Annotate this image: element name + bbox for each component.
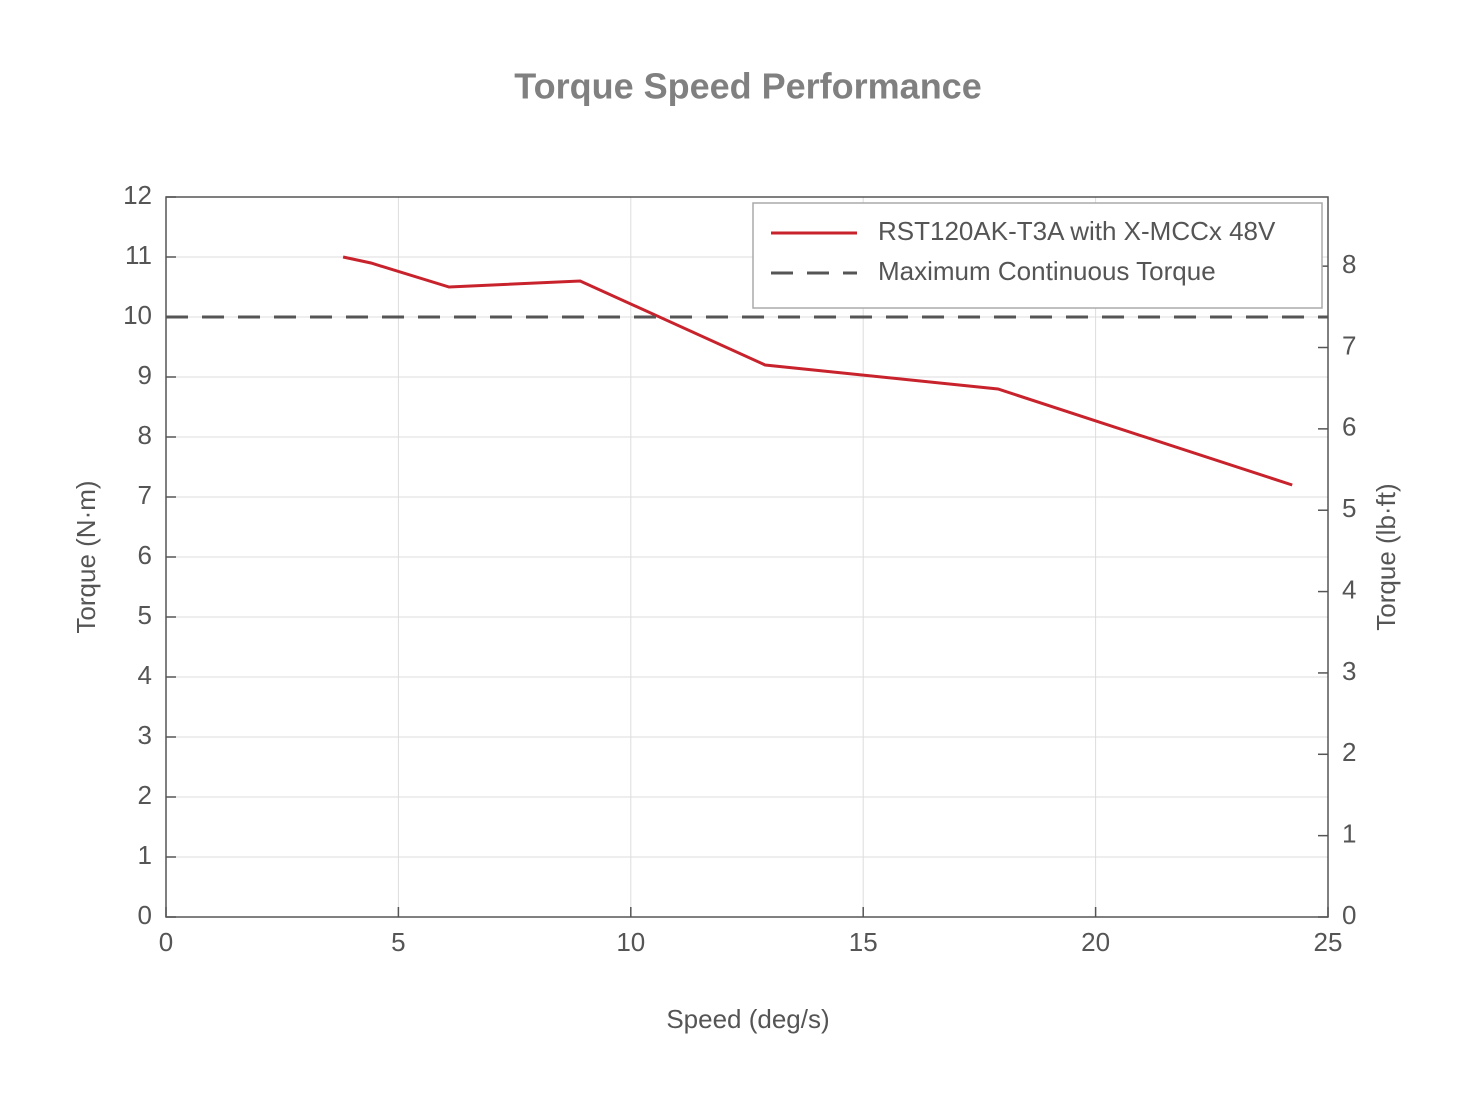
y-tick-label: 3	[138, 720, 152, 750]
x-tick-label: 15	[849, 927, 878, 957]
x-tick-label: 25	[1314, 927, 1343, 957]
y2-axis-label: Torque (lb·ft)	[1371, 483, 1401, 630]
y2-tick-label: 4	[1342, 574, 1356, 604]
y-tick-label: 10	[123, 300, 152, 330]
y2-tick-label: 2	[1342, 737, 1356, 767]
y-tick-label: 12	[123, 180, 152, 210]
legend-box	[752, 202, 1323, 309]
y-tick-label: 1	[138, 840, 152, 870]
chart-title: Torque Speed Performance	[514, 66, 981, 107]
x-tick-label: 5	[391, 927, 405, 957]
y-axis-label: Torque (N·m)	[71, 480, 101, 633]
legend-label: RST120AK-T3A with X-MCCx 48V	[878, 216, 1276, 246]
data-line	[342, 255, 1293, 487]
y-tick-label: 11	[125, 240, 152, 270]
y2-tick-label: 6	[1342, 412, 1356, 442]
y-tick-label: 6	[138, 540, 152, 570]
x-tick-label: 20	[1081, 927, 1110, 957]
y-tick-label: 9	[138, 360, 152, 390]
y-tick-label: 4	[138, 660, 152, 690]
y2-tick-label: 0	[1342, 900, 1356, 930]
y-tick-label: 2	[138, 780, 152, 810]
x-tick-label: 0	[159, 927, 173, 957]
x-axis-label: Speed (deg/s)	[666, 1004, 829, 1034]
y-tick-label: 7	[138, 480, 152, 510]
x-tick-label: 10	[616, 927, 645, 957]
y2-tick-label: 7	[1342, 330, 1356, 360]
y2-tick-label: 8	[1342, 249, 1356, 279]
y-tick-label: 8	[138, 420, 152, 450]
y2-tick-label: 3	[1342, 656, 1356, 686]
y-tick-label: 5	[138, 600, 152, 630]
y2-tick-label: 5	[1342, 493, 1356, 523]
y-tick-label: 0	[138, 900, 152, 930]
plot-frame	[165, 196, 1329, 918]
y2-tick-label: 1	[1342, 819, 1356, 849]
legend-label: Maximum Continuous Torque	[878, 256, 1216, 286]
